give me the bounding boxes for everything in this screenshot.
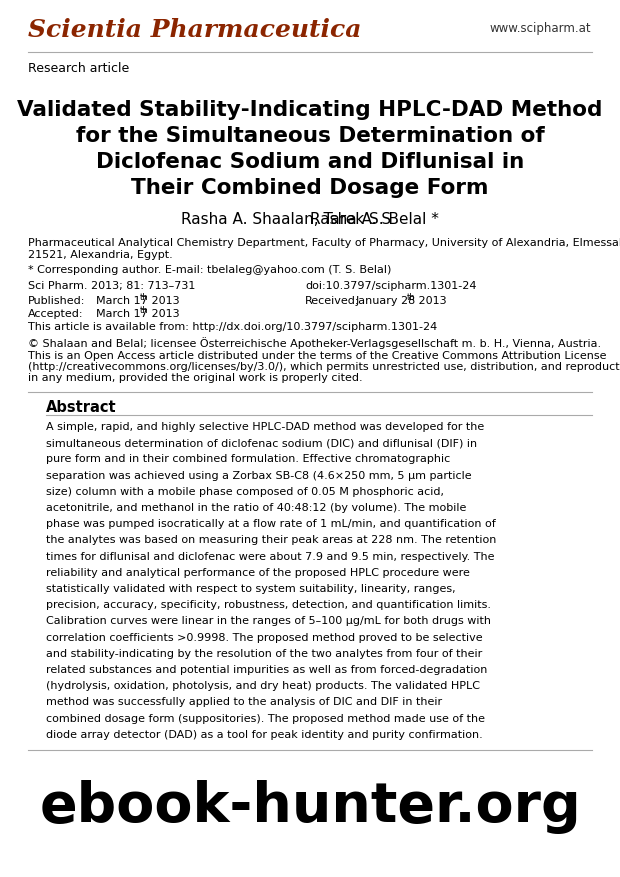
Text: (hydrolysis, oxidation, photolysis, and dry heat) products. The validated HPLC: (hydrolysis, oxidation, photolysis, and … xyxy=(46,681,480,691)
Text: March 17: March 17 xyxy=(96,309,148,319)
Text: th: th xyxy=(140,306,149,315)
Text: Accepted:: Accepted: xyxy=(28,309,84,319)
Text: reliability and analytical performance of the proposed HPLC procedure were: reliability and analytical performance o… xyxy=(46,567,470,578)
Text: 2013: 2013 xyxy=(415,296,446,306)
Text: and stability-indicating by the resolution of the two analytes from four of thei: and stability-indicating by the resoluti… xyxy=(46,649,482,659)
Text: Rasha A. S: Rasha A. S xyxy=(310,212,391,227)
Text: Scientia Pharmaceutica: Scientia Pharmaceutica xyxy=(28,18,361,42)
Text: * Corresponding author. E-mail: tbelaleg@yahoo.com (T. S. Belal): * Corresponding author. E-mail: tbelaleg… xyxy=(28,265,391,275)
Text: simultaneous determination of diclofenac sodium (DIC) and diflunisal (DIF) in: simultaneous determination of diclofenac… xyxy=(46,438,477,448)
Text: Received:: Received: xyxy=(305,296,360,306)
Text: Pharmaceutical Analytical Chemistry Department, Faculty of Pharmacy, University : Pharmaceutical Analytical Chemistry Depa… xyxy=(28,238,620,248)
Text: separation was achieved using a Zorbax SB-C8 (4.6×250 mm, 5 μm particle: separation was achieved using a Zorbax S… xyxy=(46,471,472,481)
Text: related substances and potential impurities as well as from forced-degradation: related substances and potential impurit… xyxy=(46,665,487,675)
Text: precision, accuracy, specificity, robustness, detection, and quantification limi: precision, accuracy, specificity, robust… xyxy=(46,600,491,610)
Text: th: th xyxy=(140,293,149,302)
Text: diode array detector (DAD) as a tool for peak identity and purity confirmation.: diode array detector (DAD) as a tool for… xyxy=(46,730,483,740)
Text: pure form and in their combined formulation. Effective chromatographic: pure form and in their combined formulat… xyxy=(46,454,450,465)
Text: Abstract: Abstract xyxy=(46,400,117,415)
Text: phase was pumped isocratically at a flow rate of 1 mL/min, and quantification of: phase was pumped isocratically at a flow… xyxy=(46,519,496,529)
Text: times for diflunisal and diclofenac were about 7.9 and 9.5 min, respectively. Th: times for diflunisal and diclofenac were… xyxy=(46,552,495,561)
Text: in any medium, provided the original work is properly cited.: in any medium, provided the original wor… xyxy=(28,373,363,383)
Text: (http://creativecommons.org/licenses/by/3.0/), which permits unrestricted use, d: (http://creativecommons.org/licenses/by/… xyxy=(28,362,620,372)
Text: for the Simultaneous Determination of: for the Simultaneous Determination of xyxy=(76,126,544,146)
Text: Rasha A. Shaalan, Tarek S. Belal *: Rasha A. Shaalan, Tarek S. Belal * xyxy=(181,212,439,227)
Text: Calibration curves were linear in the ranges of 5–100 μg/mL for both drugs with: Calibration curves were linear in the ra… xyxy=(46,617,491,626)
Text: Published:: Published: xyxy=(28,296,86,306)
Text: doi:10.3797/scipharm.1301-24: doi:10.3797/scipharm.1301-24 xyxy=(305,281,477,291)
Text: © Shalaan and Belal; licensee Österreichische Apotheker-Verlagsgesellschaft m. b: © Shalaan and Belal; licensee Österreich… xyxy=(28,337,601,349)
Text: Validated Stability-Indicating HPLC-DAD Method: Validated Stability-Indicating HPLC-DAD … xyxy=(17,100,603,120)
Text: Open Access: Open Access xyxy=(497,68,585,81)
Text: This is an Open Access article distributed under the terms of the Creative Commo: This is an Open Access article distribut… xyxy=(28,351,606,361)
Text: combined dosage form (suppositories). The proposed method made use of the: combined dosage form (suppositories). Th… xyxy=(46,714,485,724)
Text: Sci Pharm. 2013; 81: 713–731: Sci Pharm. 2013; 81: 713–731 xyxy=(28,281,195,291)
Text: the analytes was based on measuring their peak areas at 228 nm. The retention: the analytes was based on measuring thei… xyxy=(46,535,497,545)
Text: March 17: March 17 xyxy=(96,296,148,306)
Text: th: th xyxy=(407,293,415,302)
Text: January 28: January 28 xyxy=(356,296,416,306)
Text: 21521, Alexandria, Egypt.: 21521, Alexandria, Egypt. xyxy=(28,250,173,260)
Text: ebook-hunter.org: ebook-hunter.org xyxy=(39,780,581,834)
Text: method was successfully applied to the analysis of DIC and DIF in their: method was successfully applied to the a… xyxy=(46,697,442,708)
Text: correlation coefficients >0.9998. The proposed method proved to be selective: correlation coefficients >0.9998. The pr… xyxy=(46,632,482,643)
Text: www.scipharm.at: www.scipharm.at xyxy=(490,22,591,35)
Text: Diclofenac Sodium and Diflunisal in: Diclofenac Sodium and Diflunisal in xyxy=(96,152,524,172)
Text: 2013: 2013 xyxy=(148,309,180,319)
Text: acetonitrile, and methanol in the ratio of 40:48:12 (by volume). The mobile: acetonitrile, and methanol in the ratio … xyxy=(46,503,466,513)
Text: This article is available from: http://dx.doi.org/10.3797/scipharm.1301-24: This article is available from: http://d… xyxy=(28,322,437,332)
Text: A simple, rapid, and highly selective HPLC-DAD method was developed for the: A simple, rapid, and highly selective HP… xyxy=(46,422,484,432)
Text: 2013: 2013 xyxy=(148,296,180,306)
Text: statistically validated with respect to system suitability, linearity, ranges,: statistically validated with respect to … xyxy=(46,584,456,594)
Text: Research article: Research article xyxy=(28,62,129,75)
Text: Their Combined Dosage Form: Their Combined Dosage Form xyxy=(131,178,489,198)
Text: size) column with a mobile phase composed of 0.05 M phosphoric acid,: size) column with a mobile phase compose… xyxy=(46,487,444,496)
